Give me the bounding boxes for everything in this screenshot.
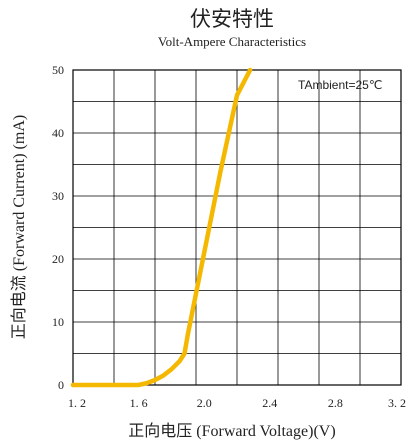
x-tick-label: 1. 6 [130,396,148,410]
x-tick-label: 2.8 [328,396,343,410]
chart-subtitle: Volt-Ampere Characteristics [158,34,306,49]
y-tick-label: 0 [58,378,64,392]
chart-title: 伏安特性 [190,7,274,31]
y-tick-label: 10 [52,315,64,329]
ambient-temperature-annotation: TAmbient=25℃ [298,78,382,92]
y-tick-label: 30 [52,189,64,203]
grid-lines [73,70,401,385]
y-tick-label: 40 [52,126,64,140]
x-tick-labels: 1. 2 1. 6 2.0 2.4 2.8 3. 2 [68,396,406,410]
y-tick-label: 50 [52,63,64,77]
x-axis-label: 正向电压 (Forward Voltage)(V) [128,422,335,440]
x-tick-label: 2.4 [262,396,277,410]
y-tick-label: 20 [52,252,64,266]
plot-frame [72,69,402,386]
x-tick-label: 1. 2 [68,396,86,410]
forward-current-curve [70,67,253,388]
y-tick-labels: 0 10 20 30 40 50 [52,63,64,392]
x-tick-label: 2.0 [197,396,212,410]
x-tick-label: 3. 2 [388,396,406,410]
y-axis-label: 正向电流 (Forward Current) (mA) [10,115,28,339]
